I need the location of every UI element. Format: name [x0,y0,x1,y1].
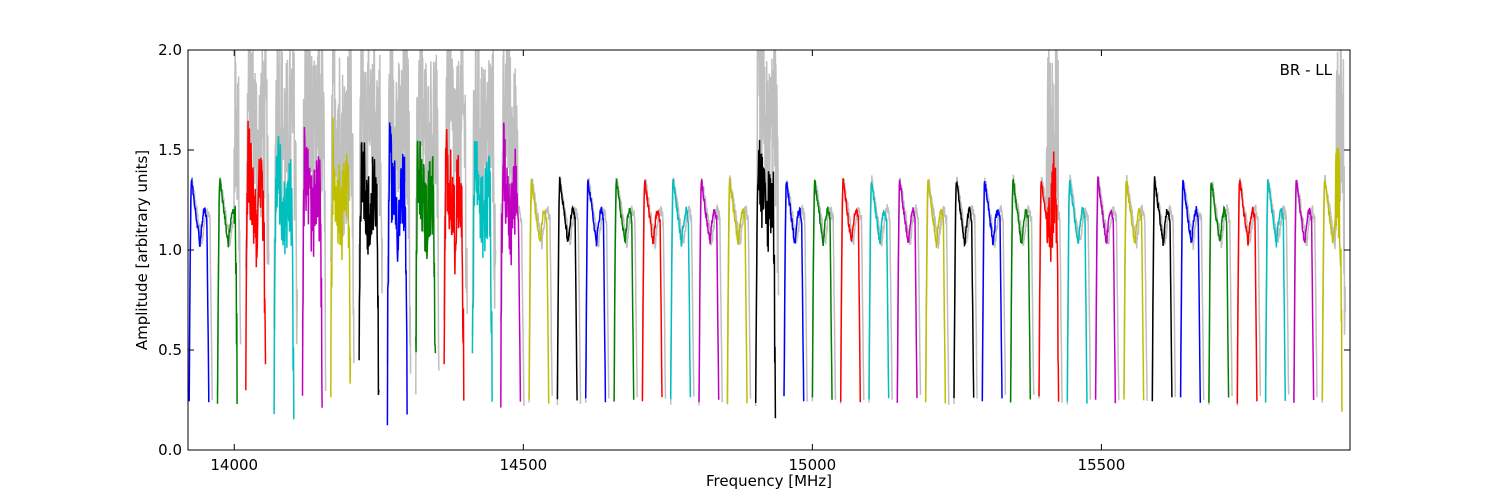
channel-series-line [1038,151,1060,402]
channel-series-line [1321,147,1343,412]
background-series-line [415,50,440,395]
background-series-line [1038,50,1063,403]
x-tick-label: 14000 [210,456,258,474]
channel-series-line [1293,179,1315,403]
channel-series-line [1151,176,1173,402]
channel-series-line [669,178,692,400]
channel-series-line [754,139,777,419]
channel-series-line [245,120,267,391]
channel-series-line [641,180,663,402]
channel-series-line [358,142,380,396]
channel-series-line [924,179,947,404]
y-tick-label: 0.5 [158,341,182,359]
channel-series-line [1123,181,1145,401]
y-tick-label: 1.5 [158,141,182,159]
channel-series-line [301,126,323,408]
channel-series-line [613,177,635,402]
channel-series-line [1236,179,1258,404]
channel-series-line [528,179,550,404]
x-tick-label: 14500 [499,456,547,474]
background-series-line [754,50,780,407]
y-tick-label: 2.0 [158,41,182,59]
channel-series-line [1179,179,1202,403]
channel-series-line [726,177,748,404]
channel-series-line [330,117,352,398]
channel-series-line [1264,179,1287,403]
background-series-line [443,50,468,320]
channel-series-line [584,179,607,403]
channel-series-line [811,179,833,400]
background-series-line [273,50,299,345]
y-tick-label: 0.0 [158,441,182,459]
x-tick-label: 15500 [1078,456,1126,474]
channel-series-line [273,135,295,420]
y-axis-label: Amplitude [arbitrary units] [133,150,151,350]
x-axis-label: Frequency [MHz] [706,472,832,490]
channel-series-line [1009,178,1032,403]
ticks-layer: 14000 14500 15000 15500 0.0 0.5 1.0 1.5 2.0 [158,41,1350,474]
channel-series-line [953,180,975,399]
channel-series-line [868,182,890,400]
channel-series-line [839,178,862,403]
channel-series-line [698,179,720,403]
channel-series-line [1208,182,1230,403]
channel-series-line [471,140,493,402]
channel-series-line [386,122,408,426]
channel-series-line [896,179,918,403]
channel-series-line [556,176,578,401]
channel-series-line [216,178,238,405]
channel-series-line [1066,179,1088,404]
x-tick-label: 15000 [788,456,836,474]
series-layer [188,50,1347,426]
channel-series-line [443,129,465,401]
baseline-annotation: BR - LL [1280,61,1333,79]
channel-series-line [1094,176,1117,404]
channel-series-line [783,181,805,402]
y-tick-label: 1.0 [158,241,182,259]
channel-series-line [981,181,1003,402]
channel-series-line [188,177,210,403]
background-series-line [471,50,497,337]
channel-series-line [415,140,437,354]
background-series-line [358,50,383,337]
channel-series-line [500,122,522,408]
